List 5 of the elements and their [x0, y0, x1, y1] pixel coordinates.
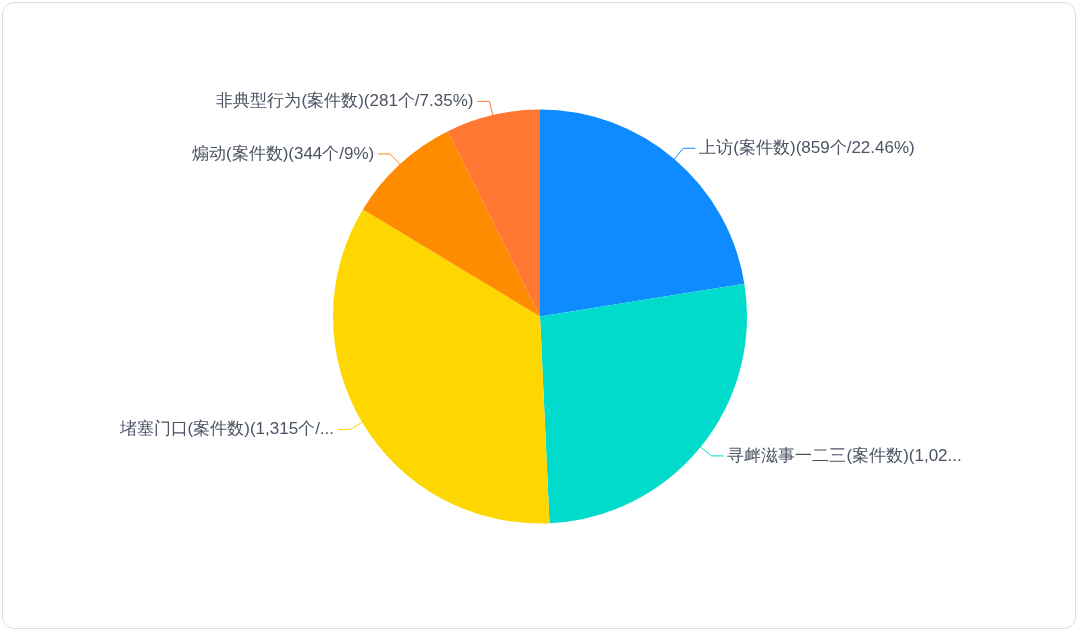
slice-label: 非典型行为(案件数)(281个/7.35%) [216, 91, 474, 111]
slice-label: 寻衅滋事一二三(案件数)(1,02... [727, 445, 962, 465]
slice-label: 上访(案件数)(859个/22.46%) [699, 137, 915, 157]
slice-label: 堵塞门口(案件数)(1,315个/... [118, 419, 335, 439]
slice-label: 煽动(案件数)(344个/9%) [191, 143, 375, 163]
